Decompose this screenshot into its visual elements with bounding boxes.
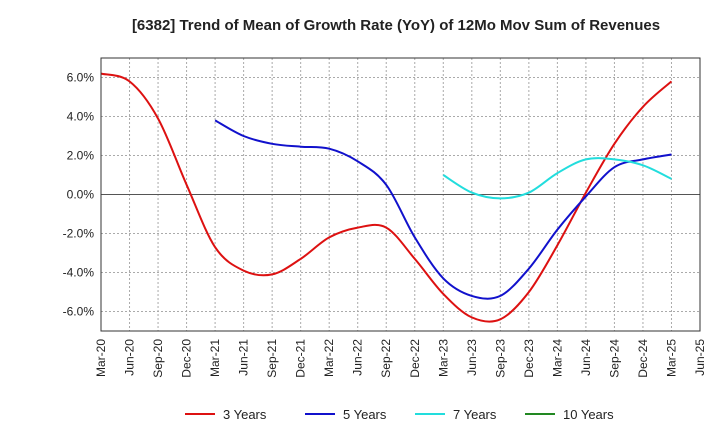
x-tick-label: Mar-25 xyxy=(664,339,678,377)
x-tick-label: Jun-20 xyxy=(123,339,137,376)
plot-frame xyxy=(100,57,701,332)
chart-title: [6382] Trend of Mean of Growth Rate (YoY… xyxy=(132,17,660,34)
series-line-3-years xyxy=(100,72,673,323)
y-tick-label: 0.0% xyxy=(67,188,95,202)
x-tick-label: Sep-20 xyxy=(151,339,165,378)
x-tick-label: Dec-20 xyxy=(180,339,194,378)
x-tick-label: Dec-22 xyxy=(408,339,422,378)
series-line-7-years xyxy=(442,157,672,200)
y-axis-ticks: 6.0% 4.0% 2.0% 0.0% -2.0% -4.0% -6.0% xyxy=(63,71,95,319)
x-tick-label: Dec-21 xyxy=(294,339,308,378)
legend-label: 10 Years xyxy=(563,407,614,422)
series-line-5-years xyxy=(214,119,672,300)
x-tick-label: Dec-23 xyxy=(522,339,536,378)
x-tick-label: Jun-25 xyxy=(693,339,707,376)
x-tick-label: Sep-24 xyxy=(607,339,621,378)
x-tick-label: Mar-20 xyxy=(94,339,108,377)
x-tick-label: Jun-22 xyxy=(351,339,365,376)
x-tick-label: Dec-24 xyxy=(636,339,650,378)
x-tick-label: Jun-24 xyxy=(579,339,593,376)
y-tick-label: -6.0% xyxy=(63,305,95,319)
x-tick-label: Sep-21 xyxy=(265,339,279,378)
y-tick-label: 2.0% xyxy=(67,149,95,163)
y-tick-label: 4.0% xyxy=(67,110,95,124)
x-tick-label: Sep-23 xyxy=(493,339,507,378)
legend-label: 3 Years xyxy=(223,407,267,422)
x-tick-label: Jun-21 xyxy=(237,339,251,376)
y-tick-label: -2.0% xyxy=(63,227,95,241)
legend-label: 7 Years xyxy=(453,407,497,422)
x-tick-label: Mar-23 xyxy=(436,339,450,377)
x-axis-ticks: Mar-20 Jun-20 Sep-20 Dec-20 Mar-21 Jun-21 Sep-… xyxy=(94,339,707,378)
legend-label: 5 Years xyxy=(343,407,387,422)
y-tick-label: 6.0% xyxy=(67,71,95,85)
y-tick-label: -4.0% xyxy=(63,266,95,280)
x-tick-label: Jun-23 xyxy=(465,339,479,376)
x-tick-label: Mar-22 xyxy=(322,339,336,377)
x-tick-label: Mar-21 xyxy=(208,339,222,377)
x-tick-label: Sep-22 xyxy=(379,339,393,378)
x-tick-label: Mar-24 xyxy=(550,339,564,377)
legend: 3 Years 5 Years 7 Years 10 Years xyxy=(185,407,614,422)
series-lines xyxy=(100,72,673,323)
